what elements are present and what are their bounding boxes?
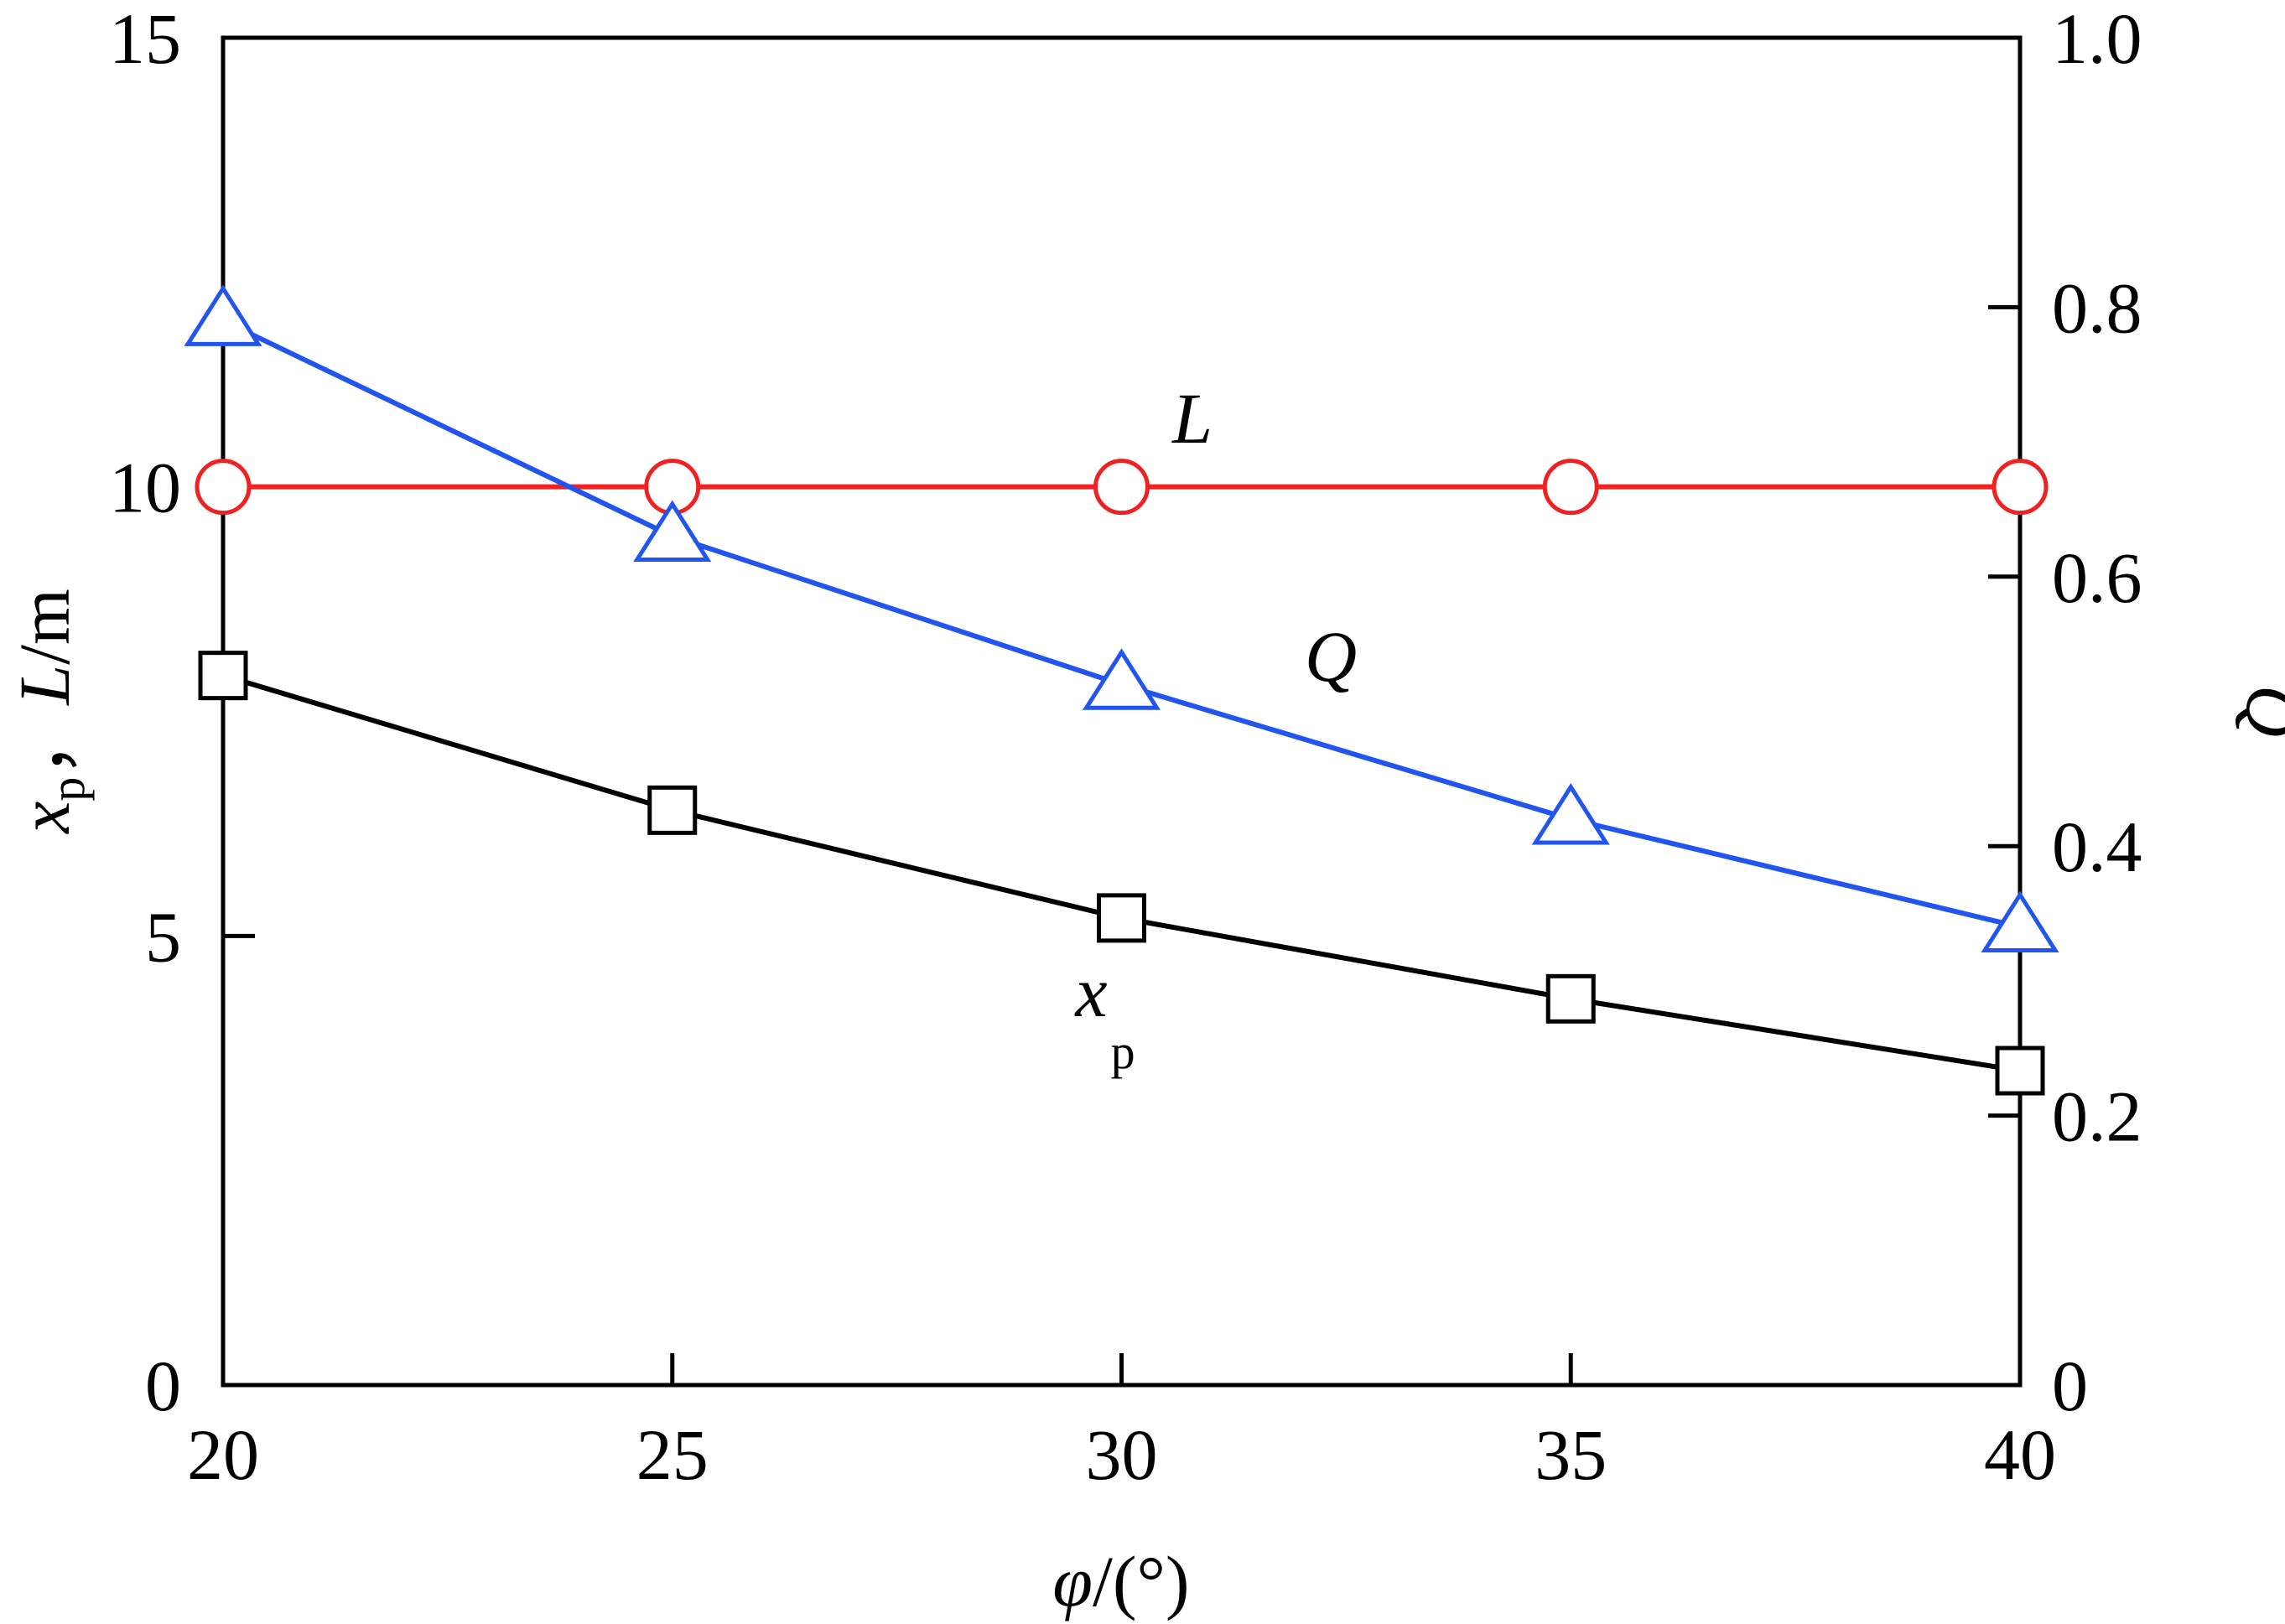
data-point-q (1531, 782, 1610, 845)
left-axis-title-var1: x (4, 802, 85, 835)
series-l (195, 459, 2049, 516)
left-axis-ticks: 0 5 10 15 (109, 0, 255, 1426)
data-point-q (633, 500, 712, 562)
right-y-tick-label: 0.8 (2052, 267, 2142, 348)
annotation-Q: Q (1305, 616, 1357, 697)
right-axis-title: Q (2231, 685, 2285, 737)
data-point-q (184, 284, 262, 346)
x-tick-label: 35 (1535, 1414, 1607, 1495)
data-point-xp (1097, 893, 1146, 943)
data-point-xp (1545, 973, 1596, 1024)
right-y-tick-label: 0.2 (2052, 1077, 2142, 1157)
right-y-tick-label: 0.6 (2052, 537, 2142, 618)
x-axis-title-unit: /(°) (1093, 1541, 1190, 1621)
annotation-xp: xp (1073, 952, 1135, 1079)
right-y-tick-label: 0 (2052, 1346, 2088, 1426)
series-line-xp (222, 672, 2021, 1073)
x-tick-label: 25 (636, 1414, 709, 1495)
x-axis-ticks: 20 25 30 35 40 (187, 1353, 2056, 1495)
plot-frame-group (221, 35, 2023, 1388)
x-axis-title-var: φ (1052, 1541, 1093, 1621)
data-point-l (195, 459, 252, 516)
left-axis-title-unit: /m (4, 589, 85, 665)
left-axis-title-var2: L (4, 665, 85, 707)
data-point-xp (198, 651, 248, 701)
series-layer (184, 284, 2059, 1096)
left-y-tick-label: 5 (145, 896, 181, 977)
series-q (184, 284, 2059, 953)
x-tick-label: 40 (1984, 1414, 2056, 1495)
x-tick-label: 30 (1086, 1414, 1158, 1495)
series-line-q (221, 318, 2021, 930)
left-y-tick-label: 0 (145, 1346, 181, 1426)
left-axis-title-sep: ， (4, 705, 85, 777)
x-tick-label: 20 (187, 1414, 259, 1495)
left-y-tick-label: 15 (109, 0, 181, 79)
x-axis-title: φ/(°) (1052, 1541, 1189, 1621)
left-axis-title-sub1: p (40, 777, 95, 802)
left-axis-title: xp，L/m (4, 589, 95, 835)
plot-frame (221, 35, 2023, 1388)
data-point-xp (647, 785, 698, 835)
series-xp (198, 651, 2045, 1096)
data-point-q (1981, 890, 2059, 953)
left-y-tick-label: 10 (109, 448, 181, 528)
right-y-tick-label: 0.4 (2052, 807, 2142, 887)
annotation-xp-main: x (1073, 952, 1107, 1032)
data-point-xp (1995, 1045, 2045, 1096)
data-point-l (1992, 459, 2049, 516)
right-axis-ticks: 0 0.2 0.4 0.6 0.8 1.0 (1988, 0, 2142, 1426)
data-point-q (1082, 648, 1161, 710)
data-point-l (1542, 459, 1599, 516)
data-point-l (1093, 459, 1150, 516)
annotation-xp-sub: p (1111, 1025, 1135, 1079)
right-y-tick-label: 1.0 (2052, 0, 2142, 79)
annotation-L: L (1171, 378, 1213, 459)
